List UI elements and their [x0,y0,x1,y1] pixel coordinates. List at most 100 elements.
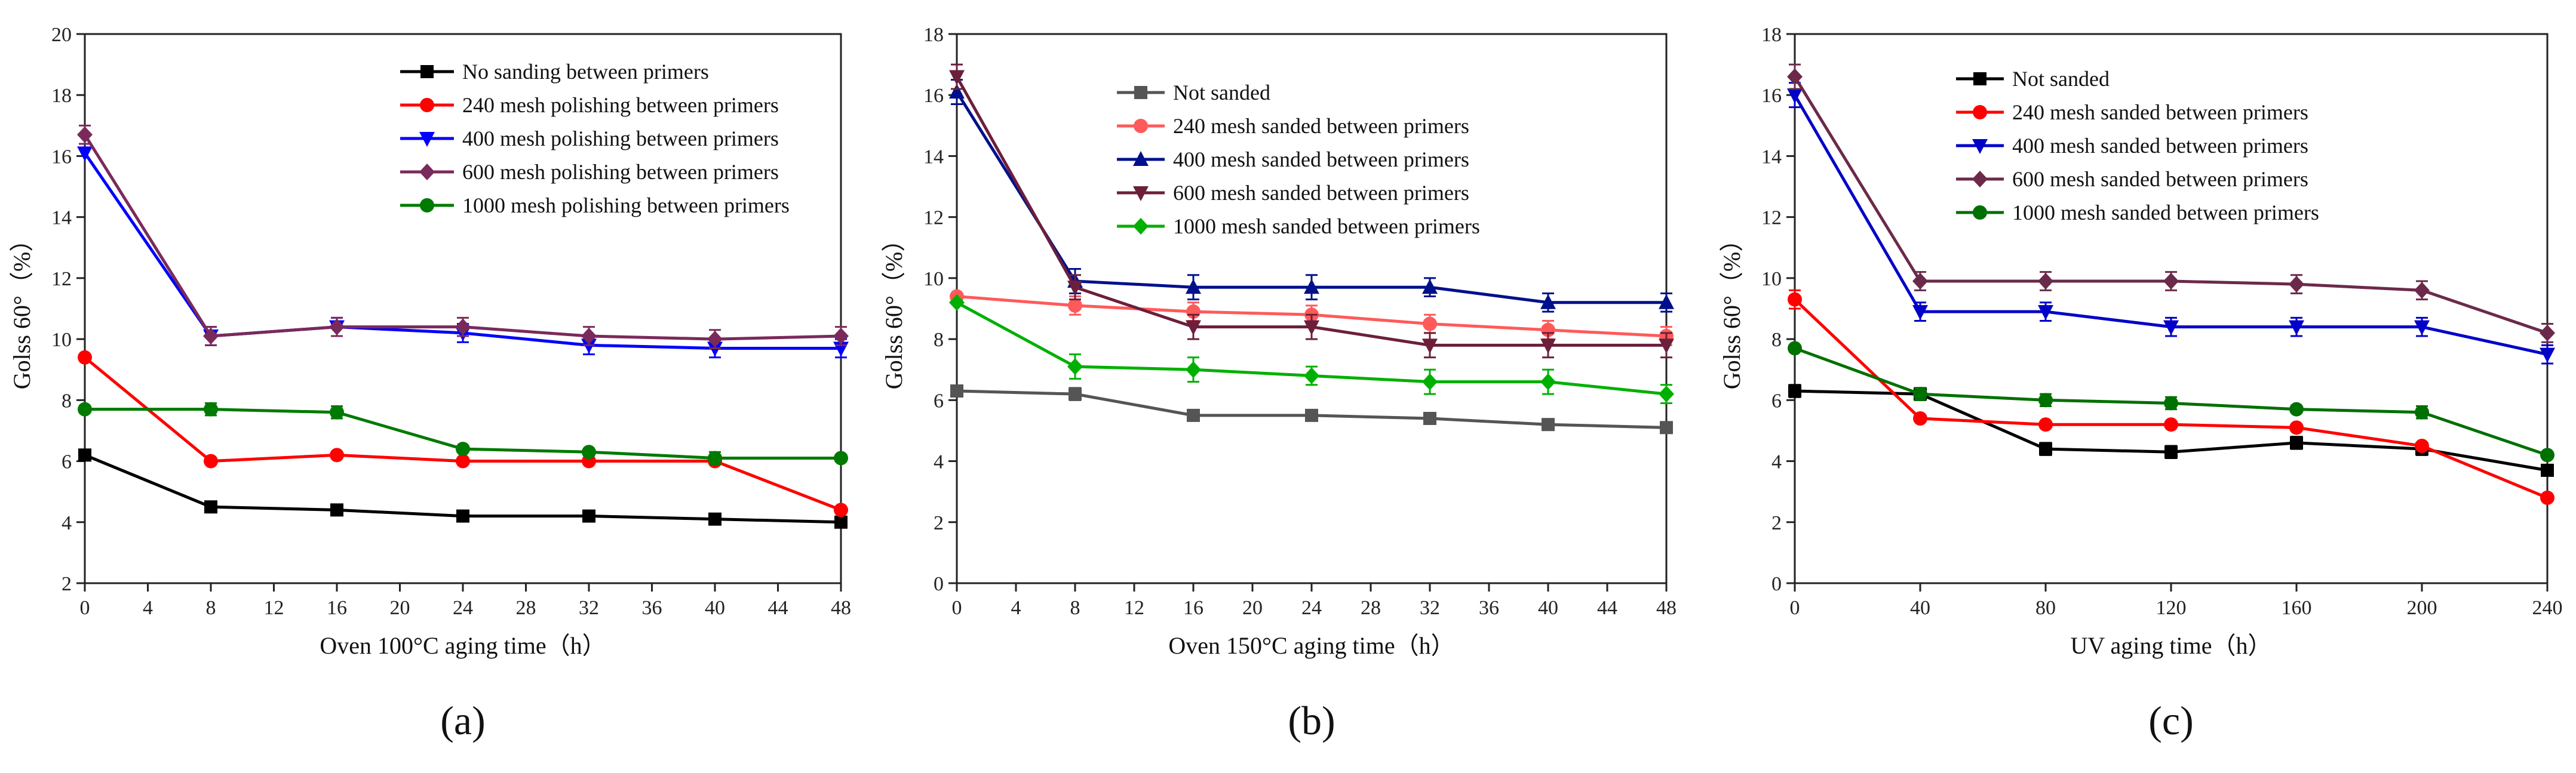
data-point [77,126,93,143]
data-point [1069,387,1082,401]
y-tick-label: 12 [1761,207,1782,229]
x-tick-label: 120 [2156,597,2187,619]
data-point [949,70,965,85]
y-tick-label: 10 [51,329,72,351]
data-point [78,402,92,417]
data-point [2164,396,2178,411]
data-point [329,318,345,335]
x-tick-label: 20 [1242,597,1263,619]
x-tick-label: 40 [1910,597,1930,619]
data-point [1542,418,1555,432]
legend-item: 600 mesh polishing between primers [400,160,779,184]
data-point [1186,361,1201,378]
data-point [1422,373,1438,390]
legend-marker [1972,171,1988,187]
data-point [949,84,965,99]
y-tick-label: 12 [51,268,72,290]
data-point [2540,324,2555,341]
data-point [2414,320,2430,335]
data-point [949,294,965,311]
data-point [2289,402,2304,417]
y-tick-label: 8 [934,329,944,351]
y-tick-label: 4 [1771,451,1782,473]
data-point [707,331,723,348]
panel-label: (b) [1288,698,1335,743]
legend-label: 240 mesh sanded between primers [2012,100,2308,124]
data-point [2290,436,2303,449]
legend-label: 240 mesh polishing between primers [462,93,779,117]
y-tick-label: 6 [934,390,944,412]
data-point [834,451,848,466]
series-3 [1787,82,2555,365]
x-axis-label: Oven 100°C aging time（h） [320,632,606,659]
data-point [2540,490,2554,505]
legend-marker [1973,72,1987,85]
legend-item: 1000 mesh polishing between primers [400,193,790,217]
y-tick-label: 16 [51,146,72,168]
x-tick-label: 80 [2035,597,2056,619]
y-tick-label: 2 [934,512,944,534]
legend-item: 600 mesh sanded between primers [1117,181,1469,205]
legend-item: 240 mesh sanded between primers [1956,100,2308,124]
x-tick-label: 32 [579,597,599,619]
y-tick-label: 14 [1761,146,1782,168]
data-point [1788,384,1801,398]
data-point [2163,320,2179,335]
data-point [2038,417,2053,432]
data-point [1305,408,1318,422]
y-tick-label: 6 [62,451,72,473]
x-tick-label: 28 [516,597,536,619]
y-tick-label: 0 [1771,573,1782,595]
data-point [2163,273,2179,290]
data-point [581,328,597,344]
y-tick-label: 10 [1761,268,1782,290]
legend-label: 600 mesh sanded between primers [2012,167,2308,191]
data-point [708,512,721,526]
y-tick-label: 8 [62,390,72,412]
data-point [2415,439,2429,453]
x-tick-label: 32 [1420,597,1440,619]
data-point [2164,417,2178,432]
data-point [455,318,471,335]
legend-label: 1000 mesh polishing between primers [462,193,790,217]
legend-label: 1000 mesh sanded between primers [2012,201,2319,224]
legend-label: 400 mesh sanded between primers [1173,147,1469,171]
data-point [456,442,470,457]
y-tick-label: 6 [1771,390,1782,412]
data-point [1067,281,1083,296]
data-point [1540,294,1556,309]
series-2 [1788,289,2554,505]
data-point [1913,411,1927,426]
series-2 [78,350,848,518]
legend-label: Not sanded [1173,81,1270,104]
y-tick-label: 12 [923,207,944,229]
data-point [78,350,92,365]
data-point [2289,320,2304,335]
y-tick-label: 14 [923,146,944,168]
y-tick-label: 18 [51,85,72,107]
y-tick-label: 2 [1771,512,1782,534]
legend-item: 240 mesh sanded between primers [1117,114,1469,138]
data-point [1067,358,1083,375]
legend-label: 400 mesh polishing between primers [462,127,779,150]
legend-marker [1133,151,1149,166]
data-point [582,445,596,460]
data-point [1187,408,1200,422]
data-point [2541,463,2554,477]
data-point [330,503,343,517]
x-tick-label: 44 [768,597,788,619]
y-tick-label: 4 [62,512,72,534]
legend-marker [419,164,435,180]
panel-label: (a) [440,698,485,743]
x-tick-label: 0 [952,597,962,619]
legend-item: Not sanded [1117,81,1270,104]
x-tick-label: 240 [2532,597,2563,619]
data-point [2415,405,2429,420]
legend-label: No sanding between primers [462,60,709,84]
x-tick-label: 48 [831,597,851,619]
x-tick-label: 36 [642,597,662,619]
legend-marker [1134,119,1148,133]
x-tick-label: 4 [1011,597,1021,619]
data-point [1787,68,1803,85]
legend-item: No sanding between primers [400,60,709,84]
